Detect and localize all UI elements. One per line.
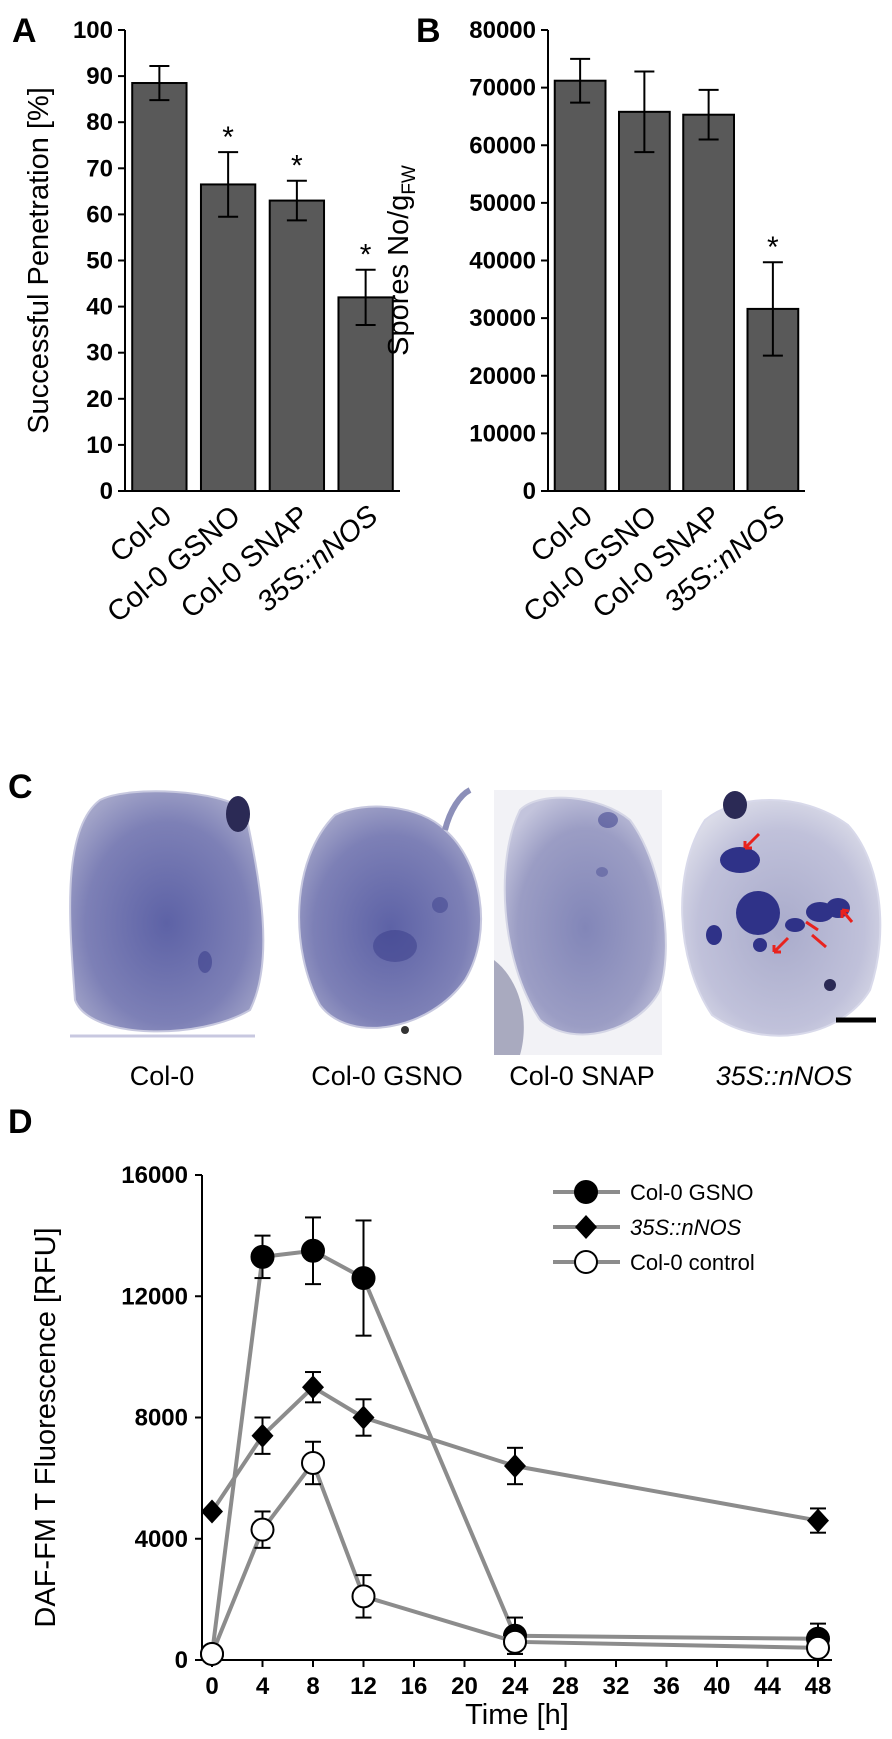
- caption-35s-nnos: 35S::nNOS: [716, 1061, 853, 1091]
- y-tick-label: 20: [86, 386, 113, 413]
- x-tick-label: 40: [704, 1673, 731, 1700]
- x-tick-label: 48: [805, 1673, 832, 1700]
- caption-col0-snap: Col-0 SNAP: [509, 1061, 655, 1091]
- data-point: [301, 1450, 325, 1475]
- data-point: [302, 1375, 324, 1400]
- panel-letter-b: B: [416, 12, 441, 50]
- caption-col0: Col-0: [130, 1061, 195, 1091]
- bar: [337, 296, 394, 492]
- legend-marker: [574, 1250, 598, 1274]
- x-tick-label: 4: [256, 1673, 270, 1700]
- y-tick-label: 70: [86, 155, 113, 182]
- data-point: [352, 1405, 375, 1430]
- bar: [682, 113, 736, 493]
- y-tick-label: 8000: [135, 1405, 188, 1432]
- bar: [553, 79, 607, 493]
- legend-marker: [574, 1180, 598, 1204]
- significance-marker: *: [222, 121, 234, 154]
- x-tick-label: 36: [653, 1673, 680, 1700]
- x-tick-label: 16: [401, 1673, 428, 1700]
- data-point: [301, 1238, 325, 1263]
- significance-marker: *: [767, 231, 779, 264]
- data-point: [503, 1629, 527, 1654]
- panel-letter-a: A: [12, 12, 37, 50]
- data-point: [250, 1517, 275, 1542]
- y-tick-label: 30: [86, 340, 113, 367]
- x-axis-label: Time [h]: [465, 1699, 569, 1731]
- x-tick-label: 28: [552, 1673, 579, 1700]
- bar: [617, 110, 671, 492]
- significance-marker: *: [360, 239, 372, 272]
- legend-marker: [575, 1215, 597, 1239]
- x-tick-label: 32: [603, 1673, 630, 1700]
- leaf-image-col0-gsno: [298, 787, 483, 1034]
- panel-letter-d: D: [8, 1103, 33, 1141]
- leaf-image-35s-nnos: [681, 791, 882, 1037]
- data-point: [351, 1584, 376, 1609]
- y-axis-label: Successful Penetration [%]: [23, 87, 55, 434]
- series-2: [200, 1440, 830, 1666]
- y-tick-label: 100: [73, 17, 113, 44]
- y-tick-label: 80000: [469, 17, 536, 44]
- y-tick-label: 70000: [469, 75, 536, 102]
- x-tick-label: 0: [205, 1673, 218, 1700]
- bar: [131, 82, 188, 492]
- x-tick-label: 24: [502, 1673, 529, 1700]
- data-point: [807, 1508, 829, 1533]
- data-point: [200, 1641, 224, 1666]
- y-tick-label: 40000: [469, 248, 536, 275]
- data-point: [504, 1454, 526, 1478]
- y-tick-label: 40: [86, 294, 113, 321]
- series-1: [201, 1371, 829, 1534]
- leaf-image-col0-snap: [494, 790, 667, 1055]
- y-tick-label: 0: [100, 478, 113, 505]
- y-tick-label: 20000: [469, 363, 536, 390]
- x-tick-label: 44: [754, 1673, 781, 1700]
- y-tick-label: 30000: [469, 305, 536, 332]
- legend-label: 35S::nNOS: [630, 1215, 742, 1240]
- x-tick-label: 20: [451, 1673, 478, 1700]
- y-tick-label: 60: [86, 201, 113, 228]
- data-point: [351, 1266, 376, 1291]
- y-tick-label: 50000: [469, 190, 536, 217]
- caption-col0-gsno: Col-0 GSNO: [311, 1061, 463, 1091]
- y-tick-label: 50: [86, 248, 113, 275]
- series-line: [210, 1384, 819, 1523]
- y-tick-label: 16000: [121, 1162, 188, 1189]
- y-tick-label: 12000: [121, 1283, 188, 1310]
- y-tick-label: 60000: [469, 132, 536, 159]
- panel-letter-c: C: [8, 768, 33, 806]
- significance-marker: *: [291, 150, 303, 183]
- series-0: [200, 1216, 830, 1666]
- x-tick-label: 12: [350, 1673, 377, 1700]
- data-point: [806, 1635, 830, 1660]
- y-tick-label: 0: [523, 478, 536, 505]
- leaf-image-col0: [69, 790, 265, 1038]
- legend-label: Col-0 control: [630, 1250, 755, 1275]
- panel-c-leaf-images: Col-0 Col-0 GSNO Col-0 SNAP 35S::nNOS: [69, 787, 882, 1091]
- chart-b-spores: 0 10000 20000 30000 40000 50000 60000 70000 8000…: [383, 17, 805, 629]
- y-axis-label: DAF-FM T Fluorescence [RFU]: [30, 1227, 62, 1627]
- data-point: [251, 1423, 274, 1448]
- data-point: [201, 1499, 223, 1524]
- y-tick-label: 0: [175, 1647, 188, 1674]
- y-tick-label: 10000: [469, 420, 536, 447]
- y-axis-label: Spores No/gFW: [383, 165, 420, 356]
- y-tick-label: 80: [86, 109, 113, 136]
- series-line: [210, 1248, 819, 1655]
- legend-label: Col-0 GSNO: [630, 1180, 753, 1205]
- bar: [268, 199, 326, 492]
- data-point: [250, 1244, 275, 1269]
- y-tick-label: 10: [86, 432, 113, 459]
- y-tick-label: 4000: [135, 1526, 188, 1553]
- y-tick-label: 90: [86, 63, 113, 90]
- x-tick-label: 8: [306, 1673, 319, 1700]
- bar: [199, 183, 257, 492]
- series-line: [210, 1458, 819, 1655]
